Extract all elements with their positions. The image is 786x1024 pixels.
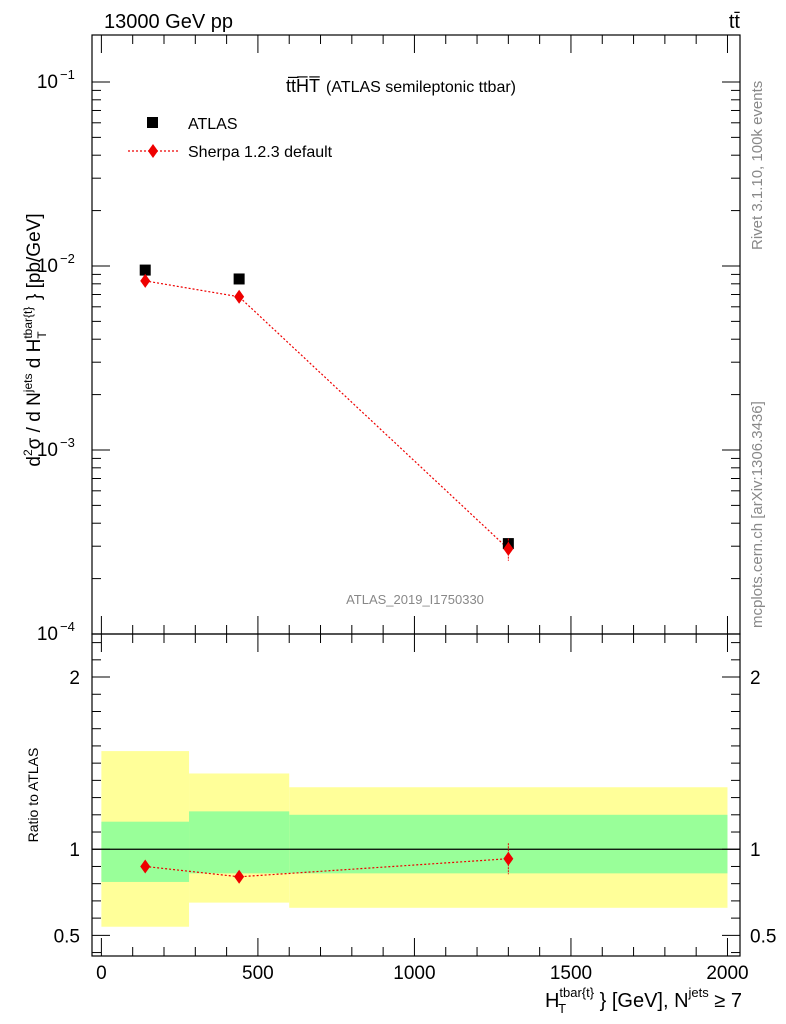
ratio-band-green	[189, 811, 290, 874]
main-y-tick-label: 10	[37, 624, 58, 645]
rivet-label: Rivet 3.1.10, 100k events	[749, 81, 766, 250]
main-y-axis-label-text: d2σ / d Njets d Htbar{t}T } [pb/GeV]	[21, 213, 49, 466]
x-tick-label: 0	[96, 963, 107, 984]
header-left-label: 13000 GeV pp	[104, 11, 233, 33]
main-y-tick-label: 10	[37, 440, 58, 461]
watermark-label: ATLAS_2019_I1750330	[346, 592, 484, 607]
x-tick-label: 2000	[706, 963, 748, 984]
main-title: tt̅H̅T̅ (ATLAS semileptonic ttbar)	[286, 76, 516, 96]
ratio-plot-area: 0.5 0.5 1 1 2 2 0 500 1000 1500 2000	[54, 633, 776, 984]
x-tick-label: 500	[242, 963, 274, 984]
main-y-tick-label-exp: −4	[60, 619, 75, 634]
ratio-frame	[91, 633, 741, 957]
legend-sherpa-marker	[148, 144, 158, 158]
ratio-y-tick-label: 1	[69, 840, 80, 861]
main-y-tick-label-exp: −2	[60, 251, 75, 266]
ratio-sherpa-point	[140, 859, 151, 874]
main-plot-area: 10−110−210−310−4	[37, 34, 741, 645]
sherpa-data-point	[140, 273, 151, 288]
x-tick-label: 1000	[393, 963, 435, 984]
mcplots-label: mcplots.cern.ch [arXiv:1306.3436]	[749, 401, 766, 628]
main-y-tick-label: 10	[37, 256, 58, 277]
x-axis-label: Htbar{t} T } [GeV], Njets ≥ 7	[545, 985, 742, 1016]
main-y-tick-label: 10	[37, 72, 58, 93]
main-y-tick-label-exp: −3	[60, 435, 75, 450]
legend-atlas-label: ATLAS	[188, 116, 238, 133]
ratio-y-tick-label: 0.5	[54, 926, 80, 947]
ratio-sherpa-point	[503, 851, 514, 866]
sherpa-data-point	[234, 289, 245, 304]
main-y-axis-label: d2σ / d Njets d Htbar{t}T } [pb/GeV]	[21, 213, 49, 466]
sherpa-line	[145, 280, 509, 550]
header-right-label: tt̄	[729, 11, 741, 33]
x-axis-label-text: Htbar{t} T } [GeV], Njets ≥ 7	[545, 985, 742, 1016]
legend-sherpa-label: Sherpa 1.2.3 default	[188, 144, 333, 161]
atlas-data-point	[139, 264, 151, 276]
ratio-y-tick-label-right: 0.5	[750, 926, 776, 947]
legend: ATLAS Sherpa 1.2.3 default	[128, 116, 333, 161]
ratio-y-tick-label-right: 1	[750, 840, 761, 861]
ratio-sherpa-point	[234, 869, 245, 884]
ratio-y-tick-label-right: 2	[750, 668, 761, 689]
x-tick-label: 1500	[550, 963, 592, 984]
main-y-tick-label-exp: −1	[60, 67, 75, 82]
main-subtitle-text: (ATLAS semileptonic ttbar)	[326, 79, 516, 96]
ratio-y-axis-label: Ratio to ATLAS	[25, 748, 41, 843]
atlas-data-point	[233, 273, 245, 285]
sherpa-data-point	[503, 541, 514, 556]
main-title-text: tt̅H̅T̅	[286, 76, 320, 96]
ratio-y-tick-label: 2	[69, 668, 80, 689]
legend-atlas-marker	[147, 117, 158, 128]
